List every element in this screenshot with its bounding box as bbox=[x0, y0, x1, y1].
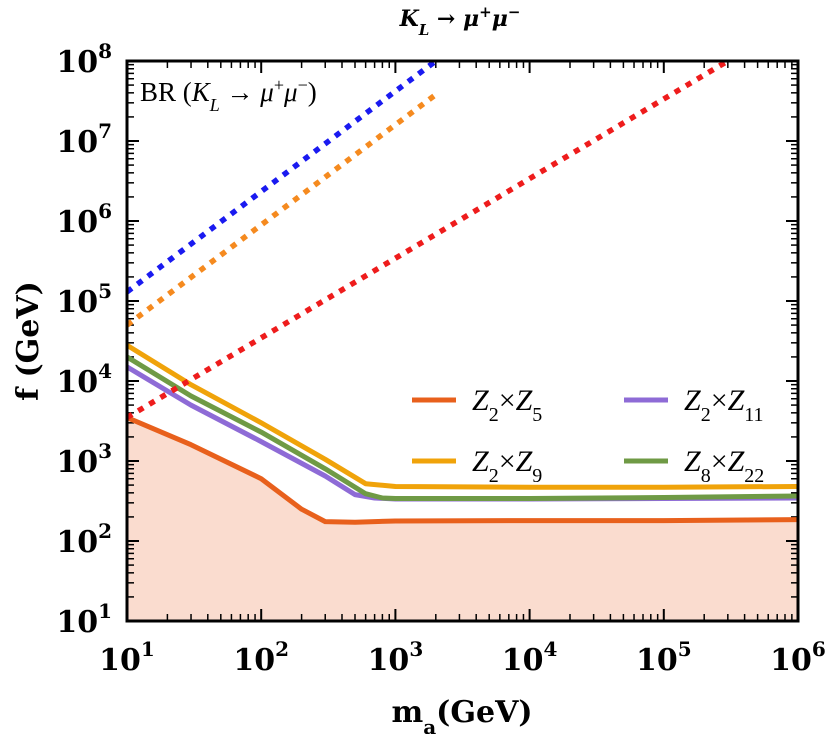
x-tick-label: 106 bbox=[770, 637, 826, 678]
excluded-region bbox=[127, 417, 798, 621]
plot-frame bbox=[125, 59, 800, 623]
x-tick-label: 101 bbox=[99, 637, 155, 678]
chart-title: KL → μ+μ− bbox=[399, 3, 521, 39]
legend-label: Z8×Z22 bbox=[684, 445, 764, 487]
series-Z2×Z5 bbox=[127, 415, 798, 525]
y-tick-label: 106 bbox=[56, 199, 112, 240]
x-tick-label: 103 bbox=[368, 637, 424, 678]
series-Z2×Z9 bbox=[127, 343, 798, 490]
y-axis-label: f (GeV) bbox=[11, 281, 46, 401]
y-tick-label: 103 bbox=[56, 439, 112, 480]
y-tick-label: 101 bbox=[56, 599, 112, 640]
x-tick-labels: 101 102 103 104 105 106 bbox=[99, 637, 826, 678]
y-tick-label: 107 bbox=[56, 119, 112, 160]
legend-label: Z2×Z11 bbox=[684, 384, 764, 426]
y-tick-label: 105 bbox=[56, 279, 112, 320]
legend: Z2×Z5 Z2×Z11 Z2×Z9 Z8×Z22 bbox=[412, 384, 764, 487]
br-annotation: BR (KL → μ+μ−) bbox=[140, 75, 317, 115]
x-axis-label: ma(GeV) bbox=[391, 695, 532, 734]
x-tick-label: 104 bbox=[502, 637, 558, 678]
x-tick-label: 102 bbox=[233, 637, 289, 678]
series-dotted-orange bbox=[127, 92, 438, 328]
excluded-area bbox=[127, 417, 798, 621]
y-tick-labels: 101 102 103 104 105 106 107 108 bbox=[56, 39, 112, 640]
series-lines bbox=[127, 61, 798, 525]
legend-label: Z2×Z5 bbox=[472, 384, 542, 426]
x-tick-label: 105 bbox=[636, 637, 692, 678]
legend-label: Z2×Z9 bbox=[472, 445, 542, 487]
y-tick-label: 108 bbox=[56, 39, 112, 80]
y-tick-label: 102 bbox=[56, 519, 112, 560]
series-Z8×Z22 bbox=[127, 354, 798, 501]
y-tick-label: 104 bbox=[56, 359, 112, 400]
